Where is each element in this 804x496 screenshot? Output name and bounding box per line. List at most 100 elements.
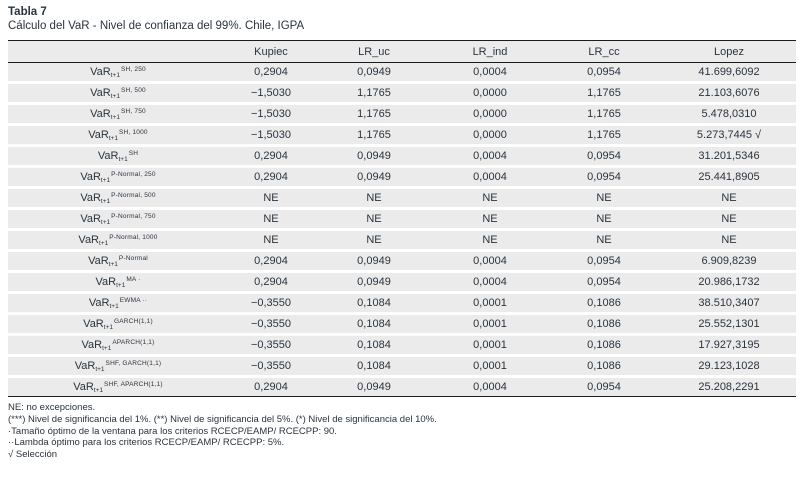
cell-lr-ind: 0,0000 — [434, 82, 546, 105]
cell-kupiec: 0,2904 — [228, 166, 314, 189]
cell-kupiec: 0,2904 — [228, 250, 314, 273]
table-row: VaRt+1SH 0,2904 0,0949 0,0004 0,0954 31.… — [8, 145, 796, 168]
cell-lr-uc: 0,1084 — [314, 334, 434, 357]
table-row: VaRt+1SHF, GARCH(1,1) −0,3550 0,1084 0,0… — [8, 355, 796, 378]
cell-lr-uc: 1,1765 — [314, 124, 434, 147]
header-row: Kupiec LR_uc LR_ind LR_cc Lopez — [8, 40, 796, 63]
table-row: VaRt+1P-Normal, 750 NE NE NE NE NE — [8, 208, 796, 231]
table-row: VaRt+1SH, 1000 −1,5030 1,1765 0,0000 1,1… — [8, 124, 796, 147]
cell-lr-cc: 0,0954 — [546, 166, 662, 189]
column-header-lopez: Lopez — [662, 40, 796, 63]
var-symbol: VaR — [80, 171, 101, 183]
var-model-superscript: MA · — [126, 276, 141, 283]
cell-kupiec: 0,2904 — [228, 145, 314, 168]
var-subscript: t+1 — [109, 303, 119, 310]
cell-lr-cc: 0,0954 — [546, 376, 662, 397]
table-row: VaRt+1EWMA ·· −0,3550 0,1084 0,0001 0,10… — [8, 292, 796, 315]
cell-lr-cc: 1,1765 — [546, 82, 662, 105]
cell-lopez: 20.986,1732 — [662, 271, 796, 294]
cell-lr-ind: 0,0004 — [434, 145, 546, 168]
cell-lr-cc: 0,0954 — [546, 62, 662, 84]
cell-kupiec: −1,5030 — [228, 103, 314, 126]
var-subscript: t+1 — [108, 135, 119, 142]
row-label: VaRt+1P-Normal, 500 — [8, 187, 228, 210]
var-model-superscript: P-Normal, 500 — [111, 192, 156, 199]
var-model-superscript: SH, 750 — [120, 108, 146, 115]
cell-kupiec: 0,2904 — [228, 271, 314, 294]
var-model-superscript: P-Normal, 250 — [111, 171, 156, 178]
var-symbol: VaR — [90, 108, 111, 120]
cell-lr-ind: 0,0004 — [434, 250, 546, 273]
cell-lopez: NE — [662, 208, 796, 231]
cell-lr-uc: 0,1084 — [314, 355, 434, 378]
cell-kupiec: −1,5030 — [228, 124, 314, 147]
var-symbol: VaR — [88, 297, 110, 309]
table-row: VaRt+1P-Normal, 500 NE NE NE NE NE — [8, 187, 796, 210]
var-symbol: VaR — [90, 66, 111, 78]
footnote-window: ·Tamaño óptimo de la ventana para los cr… — [8, 425, 337, 437]
cell-lr-uc: 0,0949 — [314, 376, 434, 397]
cell-kupiec: NE — [228, 229, 314, 252]
var-symbol: VaR — [88, 255, 109, 267]
cell-lopez: 41.699,6092 — [662, 62, 796, 84]
cell-lr-cc: 0,0954 — [546, 145, 662, 168]
row-label: VaRt+1SH, 250 — [8, 62, 228, 84]
cell-lr-cc: NE — [546, 208, 662, 231]
table-row: VaRt+1SH, 500 −1,5030 1,1765 0,0000 1,17… — [8, 82, 796, 105]
var-model-superscript: SH, 500 — [120, 87, 146, 94]
row-label: VaRt+1P-Normal, 1000 — [8, 229, 228, 252]
cell-lr-cc: 0,1086 — [546, 355, 662, 378]
cell-lr-ind: NE — [434, 229, 546, 252]
var-symbol: VaR — [80, 192, 101, 204]
var-subscript: t+1 — [110, 114, 120, 121]
table-row: VaRt+1SH, 750 −1,5030 1,1765 0,0000 1,17… — [8, 103, 796, 126]
table-row: VaRt+1P-Normal 0,2904 0,0949 0,0004 0,09… — [8, 250, 796, 273]
column-header-kupiec: Kupiec — [228, 40, 314, 63]
footnotes-block: NE: no excepciones. (***) Nivel de signi… — [8, 402, 796, 461]
cell-lopez: 25.208,2291 — [662, 376, 796, 397]
var-model-superscript: P-Normal, 750 — [111, 213, 156, 220]
cell-lopez: 25.552,1301 — [662, 313, 796, 336]
var-subscript: t+1 — [93, 387, 104, 394]
row-label: VaRt+1EWMA ·· — [8, 292, 228, 315]
cell-kupiec: −0,3550 — [228, 292, 314, 315]
var-model-superscript: APARCH(1,1) — [112, 339, 155, 346]
var-symbol: VaR — [73, 381, 94, 393]
cell-lopez: 5.478,0310 — [662, 103, 796, 126]
var-subscript: t+1 — [108, 261, 118, 268]
cell-lr-cc: 0,1086 — [546, 334, 662, 357]
cell-lr-ind: 0,0001 — [434, 292, 546, 315]
cell-lr-ind: 0,0004 — [434, 271, 546, 294]
cell-lr-uc: 0,1084 — [314, 292, 434, 315]
var-subscript: t+1 — [103, 324, 113, 331]
table-row: VaRt+1GARCH(1,1) −0,3550 0,1084 0,0001 0… — [8, 313, 796, 336]
cell-kupiec: NE — [228, 187, 314, 210]
cell-lr-ind: NE — [434, 187, 546, 210]
var-symbol: VaR — [83, 318, 104, 330]
var-model-superscript: SH, 1000 — [119, 129, 148, 136]
cell-lr-uc: 0,0949 — [314, 145, 434, 168]
cell-lr-cc: 1,1765 — [546, 124, 662, 147]
var-subscript: t+1 — [100, 177, 111, 184]
cell-lr-uc: 0,0949 — [314, 271, 434, 294]
table-title: Tabla 7 — [8, 6, 47, 18]
footnote-ne: NE: no excepciones. — [8, 402, 96, 413]
cell-lr-ind: 0,0001 — [434, 334, 546, 357]
var-symbol: VaR — [80, 213, 101, 225]
var-subscript: t+1 — [99, 240, 109, 247]
cell-lr-ind: 0,0004 — [434, 166, 546, 189]
var-subscript: t+1 — [118, 156, 128, 163]
footnote-selection: √ Selección — [8, 449, 58, 461]
row-label: VaRt+1SH — [8, 145, 228, 168]
cell-lr-ind: 0,0004 — [434, 376, 546, 397]
cell-lr-cc: 1,1765 — [546, 103, 662, 126]
column-header-lr-ind: LR_ind — [434, 40, 546, 63]
var-symbol: VaR — [95, 276, 117, 288]
cell-lr-cc: NE — [546, 187, 662, 210]
var-symbol: VaR — [74, 360, 96, 372]
cell-lr-uc: 1,1765 — [314, 82, 434, 105]
cell-kupiec: −1,5030 — [228, 82, 314, 105]
var-subscript: t+1 — [100, 198, 111, 205]
cell-lr-cc: 0,1086 — [546, 313, 662, 336]
cell-lopez: 29.123,1028 — [662, 355, 796, 378]
